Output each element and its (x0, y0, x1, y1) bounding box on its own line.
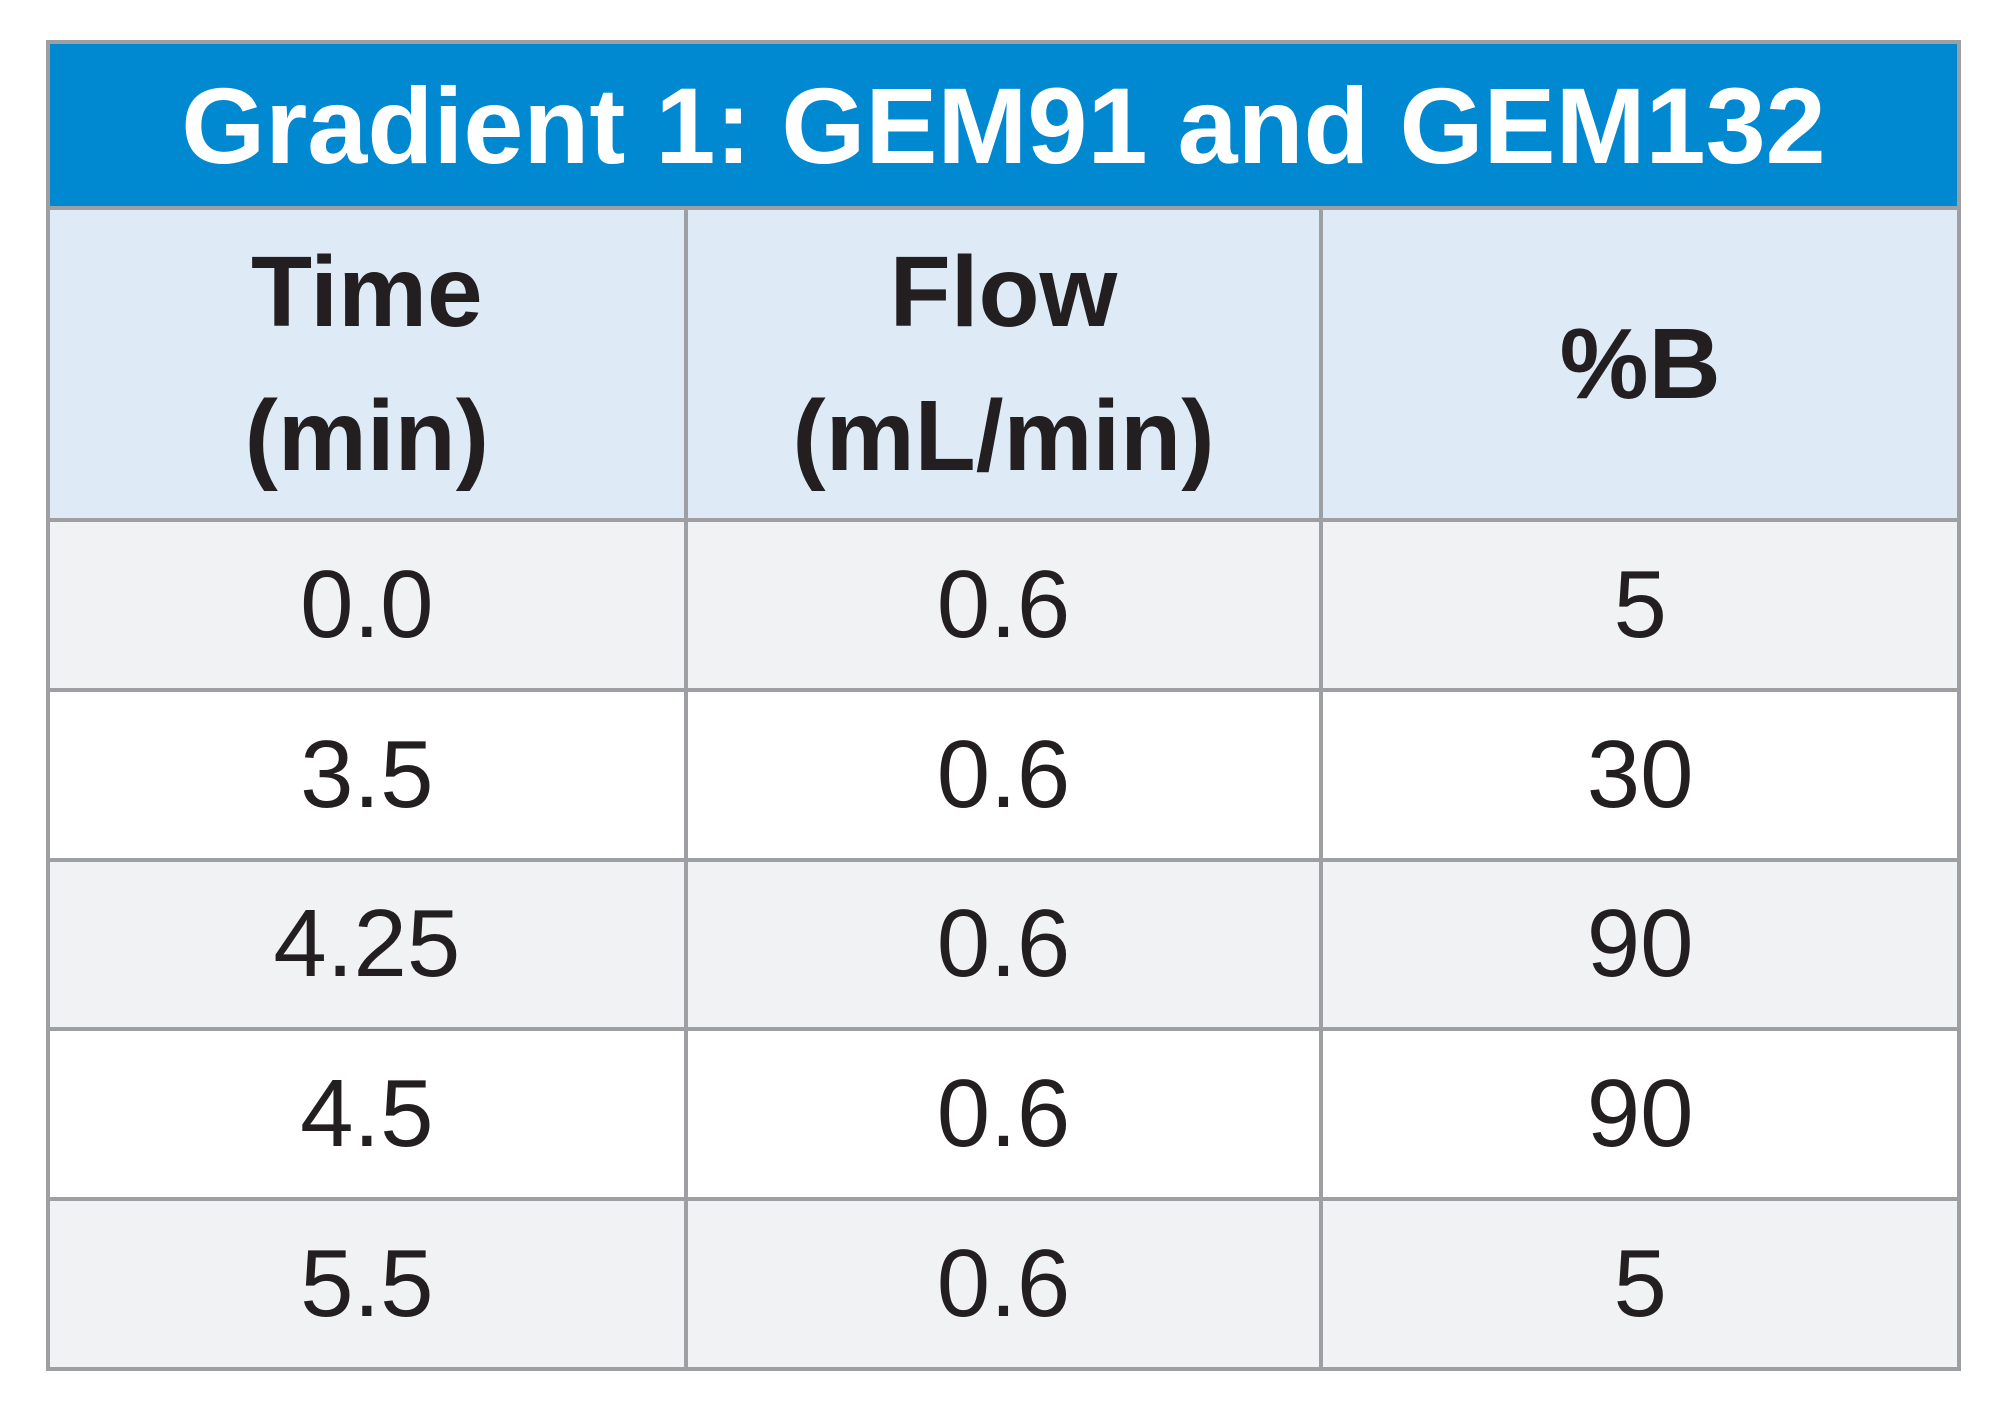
column-header-time: Time (min) (50, 208, 688, 522)
table-cell-percent-b: 90 (1319, 1027, 1957, 1202)
column-header-flow: Flow (mL/min) (683, 208, 1324, 522)
column-header-percent-b-label: %B (1559, 308, 1721, 420)
table-cell-time: 4.25 (50, 857, 688, 1032)
column-header-flow-unit: (mL/min) (792, 380, 1215, 492)
table-cell-time: 3.5 (50, 687, 688, 862)
table-cell-flow: 0.6 (683, 518, 1324, 692)
table-cell-flow: 0.6 (683, 857, 1324, 1032)
header-row: Time (min) Flow (mL/min) %B (50, 208, 1957, 522)
table-title: Gradient 1: GEM91 and GEM132 (50, 44, 1957, 210)
gradient-table-grid: Gradient 1: GEM91 and GEM132 Time (min) … (50, 44, 1957, 1367)
table-cell-flow: 0.6 (683, 687, 1324, 862)
column-header-time-label: Time (251, 236, 483, 348)
table-row: 4.25 0.6 90 (50, 857, 1957, 1032)
table-cell-time: 0.0 (50, 518, 688, 692)
column-header-flow-label: Flow (889, 236, 1118, 348)
column-header-time-unit: (min) (244, 380, 490, 492)
title-row: Gradient 1: GEM91 and GEM132 (50, 44, 1957, 210)
table-cell-flow: 0.6 (683, 1027, 1324, 1202)
table-cell-percent-b: 5 (1319, 1197, 1957, 1367)
column-header-percent-b: %B (1319, 208, 1957, 522)
table-row: 4.5 0.6 90 (50, 1027, 1957, 1202)
table-cell-flow: 0.6 (683, 1197, 1324, 1367)
gradient-table: Gradient 1: GEM91 and GEM132 Time (min) … (46, 40, 1961, 1371)
table-row: 3.5 0.6 30 (50, 687, 1957, 862)
table-cell-time: 5.5 (50, 1197, 688, 1367)
table-cell-time: 4.5 (50, 1027, 688, 1202)
table-cell-percent-b: 90 (1319, 857, 1957, 1032)
table-cell-percent-b: 5 (1319, 518, 1957, 692)
table-row: 0.0 0.6 5 (50, 518, 1957, 692)
table-row: 5.5 0.6 5 (50, 1197, 1957, 1367)
table-cell-percent-b: 30 (1319, 687, 1957, 862)
